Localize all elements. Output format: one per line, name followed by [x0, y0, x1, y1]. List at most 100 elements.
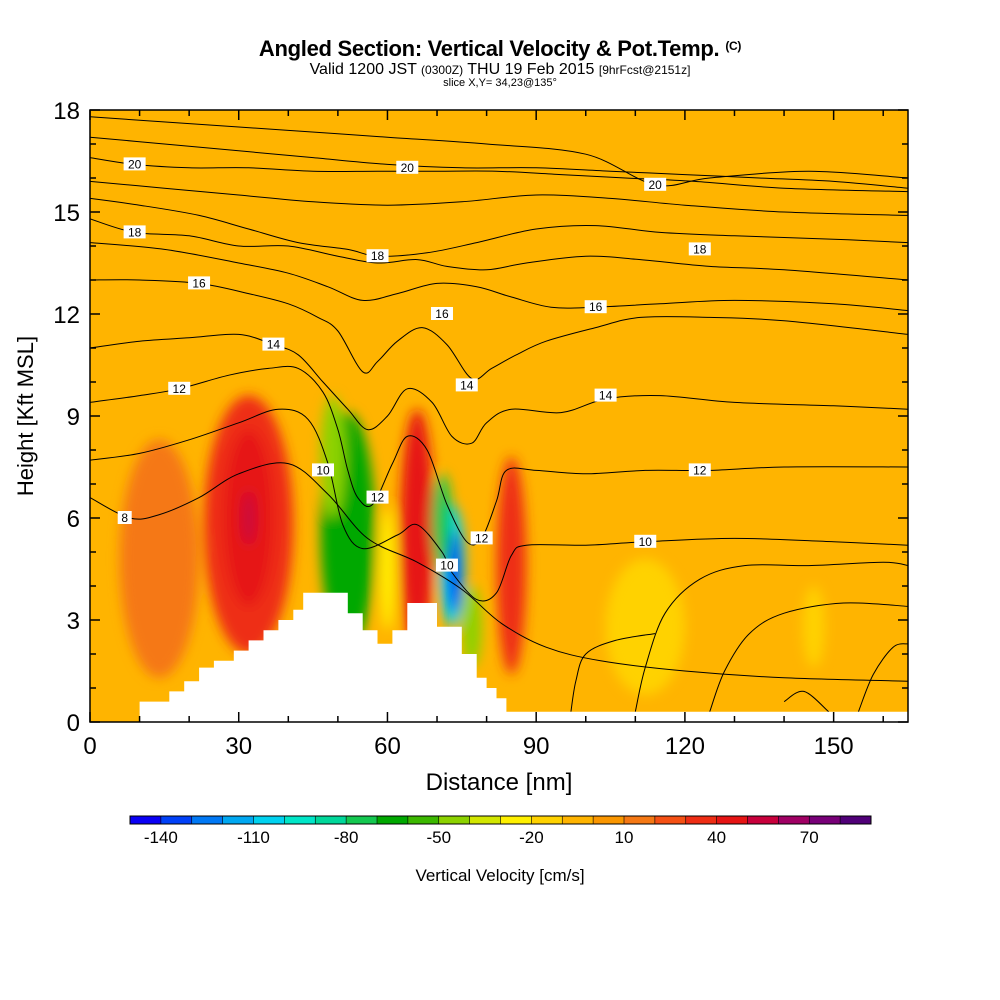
contour-label-box — [688, 242, 711, 256]
contour-label-box — [435, 558, 458, 572]
contour-label: 16 — [589, 300, 603, 314]
y-tick-label: 9 — [67, 404, 80, 431]
colorbar-tick-label: -50 — [426, 828, 451, 847]
colorbar-swatch — [562, 816, 594, 824]
field-background — [90, 110, 908, 722]
contour-label: 10 — [440, 559, 454, 573]
contour-label: 18 — [371, 249, 385, 263]
contour-label-box — [312, 463, 335, 477]
colorbar-tick-label: -110 — [237, 828, 270, 847]
colorbar-swatch — [840, 816, 872, 824]
theta-contour — [90, 333, 908, 445]
contour-label: 8 — [121, 511, 128, 525]
contour-label: 16 — [192, 276, 206, 290]
colorbar: -140 -110 -80 -50 -20 10 40 70 — [129, 815, 872, 847]
contour-labels: 8 10 12 14 16 16 18 18 20 20 20 12 10 10 12 14 14 16 12 18 — [117, 157, 711, 573]
theta-contour — [90, 180, 908, 216]
colorbar-swatch — [469, 816, 501, 824]
velocity-cell — [447, 531, 462, 614]
contour-label: 18 — [693, 242, 707, 256]
contour-label-box — [262, 337, 285, 351]
x-tick-label: 120 — [665, 733, 705, 760]
colorbar-tick-label: 10 — [615, 828, 634, 847]
contour-label-box — [594, 388, 617, 402]
x-tick-label: 60 — [374, 733, 401, 760]
x-tick-label: 30 — [225, 733, 252, 760]
velocity-cell — [400, 409, 435, 654]
contour-label-box — [188, 276, 211, 290]
contour-label-box — [123, 225, 146, 239]
colorbar-swatch — [624, 816, 656, 824]
y-tick-label: 0 — [67, 710, 80, 737]
velocity-cell — [380, 507, 395, 631]
contour-label-box — [430, 307, 453, 320]
colorbar-swatch — [500, 816, 532, 824]
y-tick-label: 3 — [67, 608, 80, 635]
x-axis: 0 30 60 90 120 150 — [83, 110, 884, 760]
contour-label: 14 — [460, 378, 474, 392]
x-tick-label: 90 — [523, 733, 550, 760]
colorbar-swatch — [315, 816, 347, 824]
colorbar-swatch — [531, 816, 563, 824]
y-tick-label: 15 — [53, 200, 80, 227]
colorbar-swatch — [130, 816, 162, 824]
colorbar-swatch — [160, 816, 193, 824]
theta-contour — [90, 462, 908, 682]
theta-contour — [857, 643, 908, 712]
x-axis-label: Distance [nm] — [426, 769, 573, 796]
slice-label: slice X,Y= 34,23@135° — [443, 77, 557, 89]
colorbar-tick-label: -140 — [144, 828, 178, 847]
theta-contour — [634, 561, 908, 712]
y-axis-label: Height [Kft MSL] — [13, 336, 38, 496]
contour-label-box — [396, 160, 419, 174]
contour-label: 12 — [173, 382, 187, 396]
colorbar-tick-label: 70 — [800, 828, 819, 847]
theta-contour — [90, 116, 908, 187]
contour-label: 12 — [475, 531, 489, 545]
velocity-cell — [432, 473, 452, 569]
colorbar-tick-label: -80 — [334, 828, 359, 847]
theta-contour — [90, 157, 908, 193]
theta-contour — [90, 136, 908, 189]
contour-label-box — [584, 300, 607, 314]
colorbar-swatch — [593, 816, 625, 824]
colorbar-swatch — [778, 816, 810, 824]
theta-contour — [90, 279, 908, 380]
contour-label: 14 — [599, 389, 613, 403]
theta-contour — [709, 602, 908, 712]
theta-contour — [90, 218, 908, 281]
contour-label: 14 — [267, 338, 281, 352]
contour-label-box — [455, 378, 478, 392]
x-tick-label: 0 — [83, 733, 96, 760]
velocity-cell — [320, 395, 346, 518]
terrain — [139, 592, 908, 722]
colorbar-swatch — [346, 816, 378, 824]
contour-label: 20 — [648, 178, 662, 192]
colorbar-swatch — [253, 816, 285, 824]
contour-label-box — [688, 463, 711, 477]
colorbar-swatch — [747, 816, 779, 824]
theta-contour — [783, 690, 830, 713]
contour-label: 12 — [693, 463, 707, 477]
contour-label: 18 — [128, 225, 142, 239]
velocity-cell — [461, 586, 482, 668]
contour-label-box — [634, 534, 657, 548]
contour-label: 10 — [639, 535, 653, 549]
colorbar-swatch — [222, 816, 254, 824]
contour-label-box — [644, 177, 667, 191]
contour-label-box — [123, 157, 146, 171]
y-axis: 0 3 6 9 12 15 18 — [53, 98, 908, 737]
contour-label-box — [117, 511, 132, 524]
colorbar-swatch — [407, 816, 440, 824]
contour-label-box — [168, 381, 191, 395]
y-tick-label: 12 — [53, 302, 80, 329]
contour-label: 12 — [371, 491, 385, 505]
colorbar-swatch — [716, 816, 748, 824]
contour-label: 20 — [401, 161, 415, 175]
contour-label: 10 — [316, 463, 330, 477]
velocity-cell — [496, 456, 527, 675]
y-tick-label: 18 — [53, 98, 80, 125]
x-tick-label: 150 — [814, 733, 854, 760]
velocity-field — [119, 395, 825, 695]
